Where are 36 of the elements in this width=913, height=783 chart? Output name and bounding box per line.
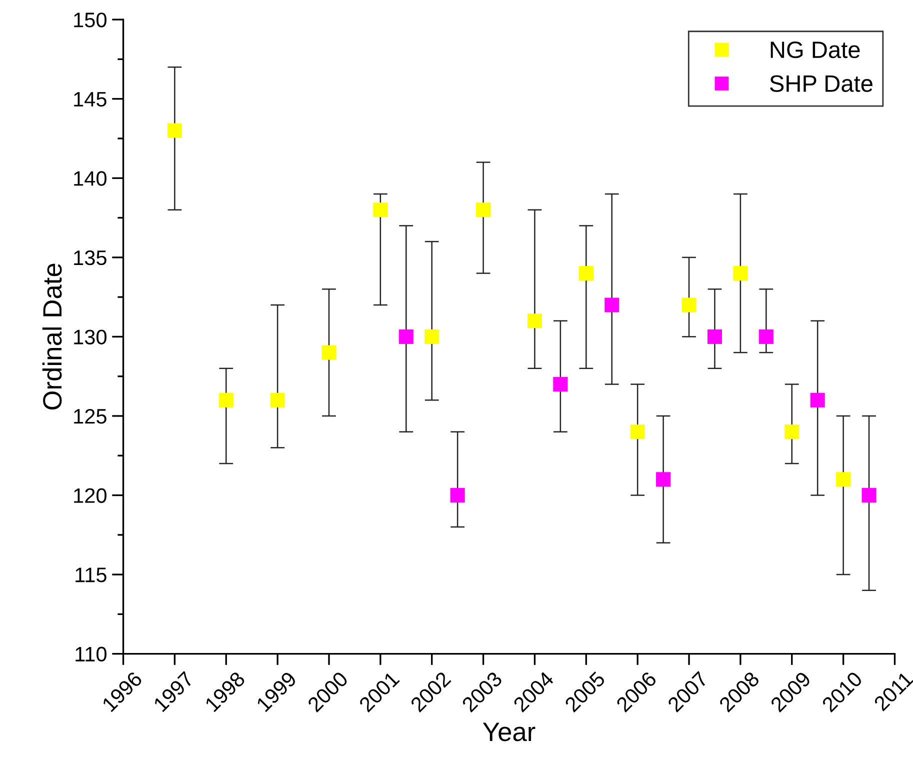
point (373, 202, 388, 218)
point (656, 472, 671, 487)
point (527, 314, 542, 328)
point (836, 472, 851, 487)
point (707, 329, 722, 344)
point (398, 329, 414, 344)
point (578, 266, 594, 281)
point (476, 202, 491, 218)
point (167, 123, 182, 138)
x-axis-title: Year (482, 722, 536, 742)
point (758, 329, 774, 344)
point (450, 488, 465, 503)
point (553, 376, 568, 392)
y-tick-label: 135 (74, 250, 106, 266)
point (784, 424, 800, 440)
point (218, 392, 234, 408)
point (733, 266, 748, 281)
y-axis-title: Ordinal Date (42, 264, 62, 410)
y-tick-label: 130 (74, 330, 106, 344)
point (424, 329, 440, 344)
y-tick-label: 150 (74, 12, 106, 28)
point (682, 298, 696, 312)
point (604, 298, 620, 312)
y-tick-label: 140 (74, 171, 106, 186)
point (322, 345, 336, 360)
y-tick-label: 115 (76, 568, 106, 582)
y-tick-label: 145 (74, 92, 106, 107)
y-tick-label: 120 (74, 488, 106, 503)
point (862, 488, 876, 503)
point (270, 392, 285, 408)
y-tick-label: 125 (74, 408, 106, 424)
legend-label: NG Date (770, 41, 860, 58)
point (810, 392, 825, 408)
y-tick-label: 110 (76, 646, 106, 662)
legend-label: SHP Date (770, 75, 872, 92)
point (630, 424, 645, 440)
